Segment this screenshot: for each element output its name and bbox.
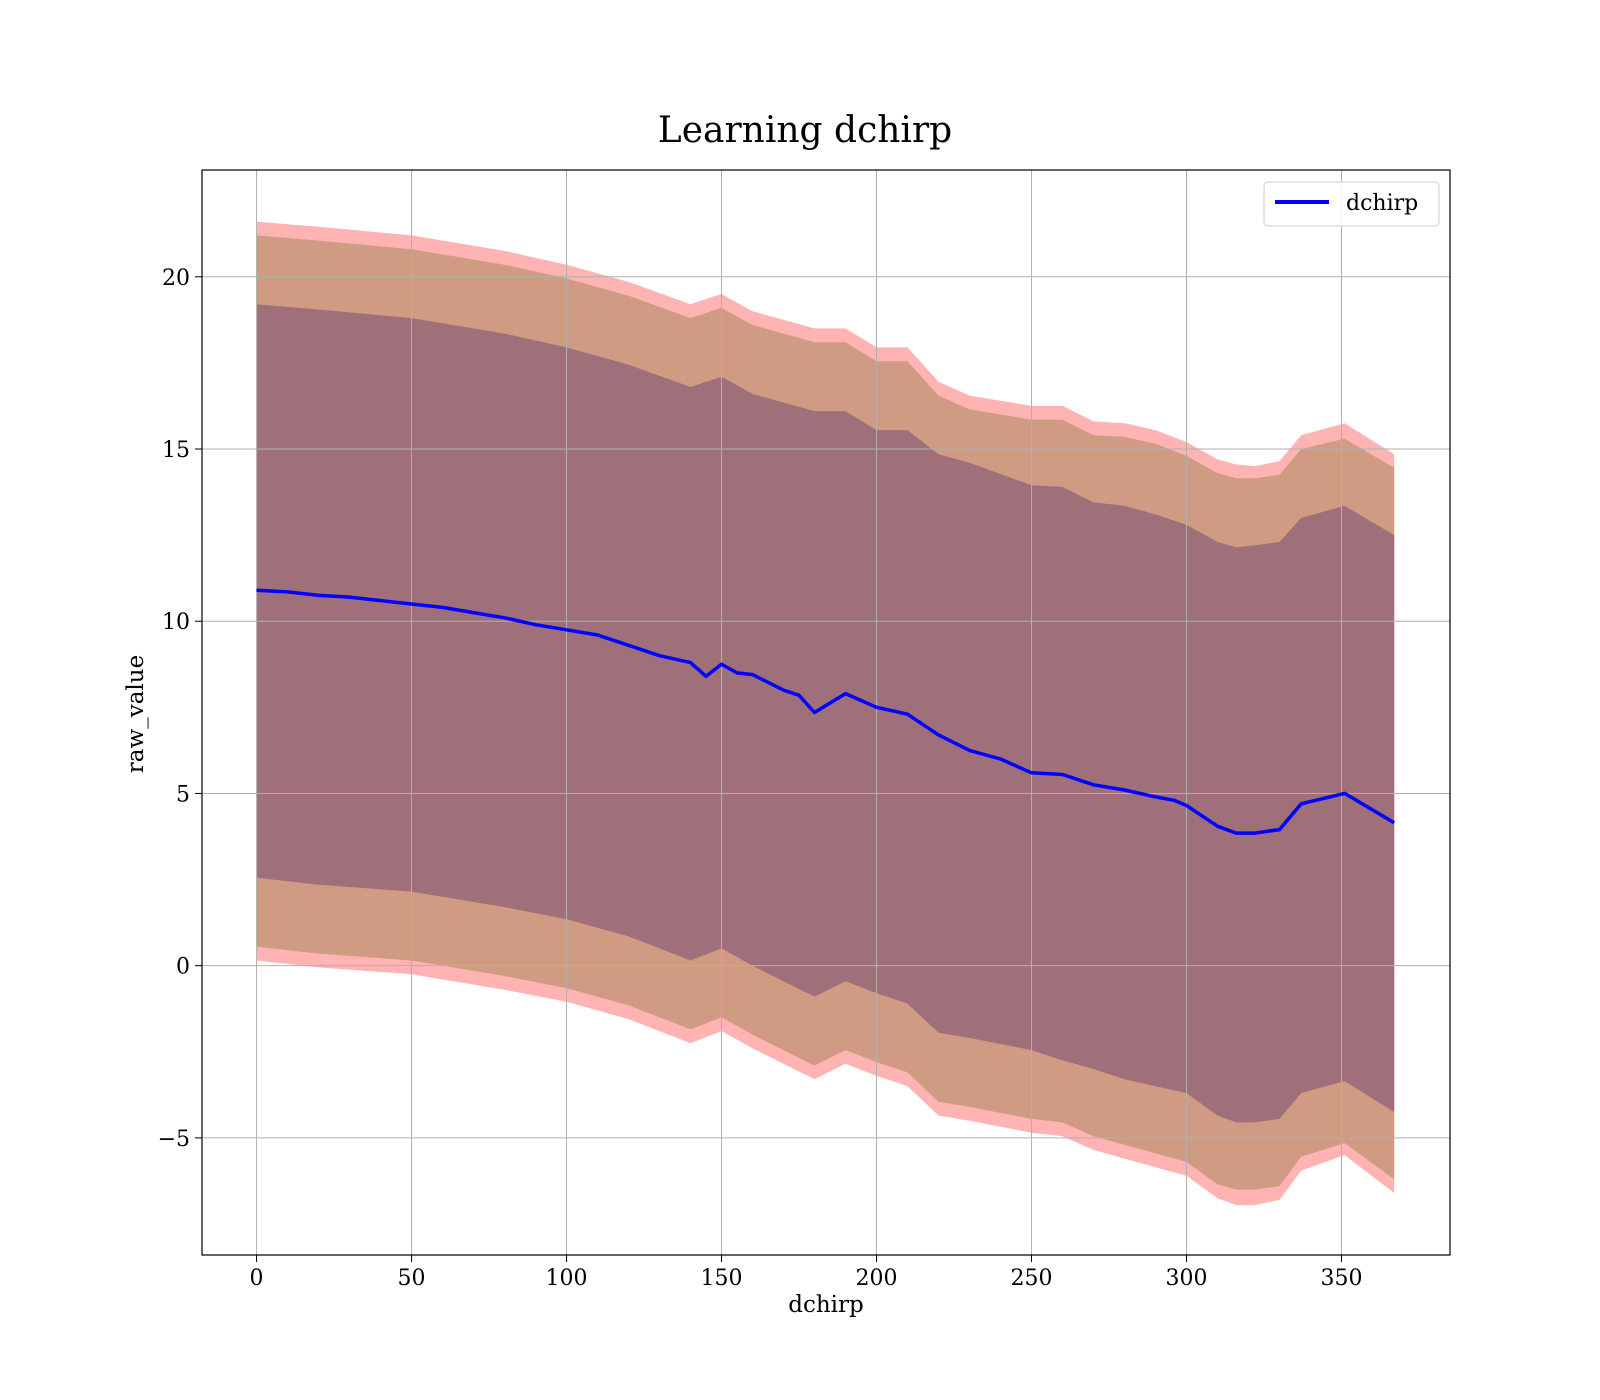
bands-layer xyxy=(256,221,1395,1206)
x-tick-label: 250 xyxy=(1011,1266,1053,1291)
line-layer xyxy=(256,588,1396,835)
series-line-dchirp xyxy=(256,588,1396,835)
y-tick-label: 10 xyxy=(162,610,190,635)
x-tick-label: 150 xyxy=(701,1266,743,1291)
legend-box xyxy=(1263,181,1440,227)
y-tick-label: 15 xyxy=(162,438,190,463)
legend: dchirp xyxy=(1263,181,1440,227)
x-tick-label: 50 xyxy=(398,1266,426,1291)
y-tick-label: 0 xyxy=(176,955,190,980)
grid-layer xyxy=(202,170,1450,1255)
y-tick-label: −5 xyxy=(158,1127,190,1152)
legend-label-dchirp: dchirp xyxy=(1346,191,1418,216)
y-axis-ticks: −5 0 5 10 15 20 xyxy=(158,266,202,1152)
band-inner xyxy=(256,304,1395,1123)
y-axis-label: raw_value xyxy=(123,655,149,773)
y-tick-label: 5 xyxy=(176,782,190,807)
x-axis-ticks: 0 50 100 150 200 250 300 350 xyxy=(250,1255,1363,1291)
x-tick-label: 0 xyxy=(250,1266,264,1291)
y-tick-label: 20 xyxy=(162,266,190,291)
plot-area-frame xyxy=(201,169,1451,1256)
chart-title: Learning dchirp xyxy=(658,110,952,151)
x-tick-label: 300 xyxy=(1166,1266,1208,1291)
x-tick-label: 350 xyxy=(1321,1266,1363,1291)
x-axis-label: dchirp xyxy=(788,1292,864,1318)
x-tick-label: 100 xyxy=(546,1266,588,1291)
x-tick-label: 200 xyxy=(856,1266,898,1291)
